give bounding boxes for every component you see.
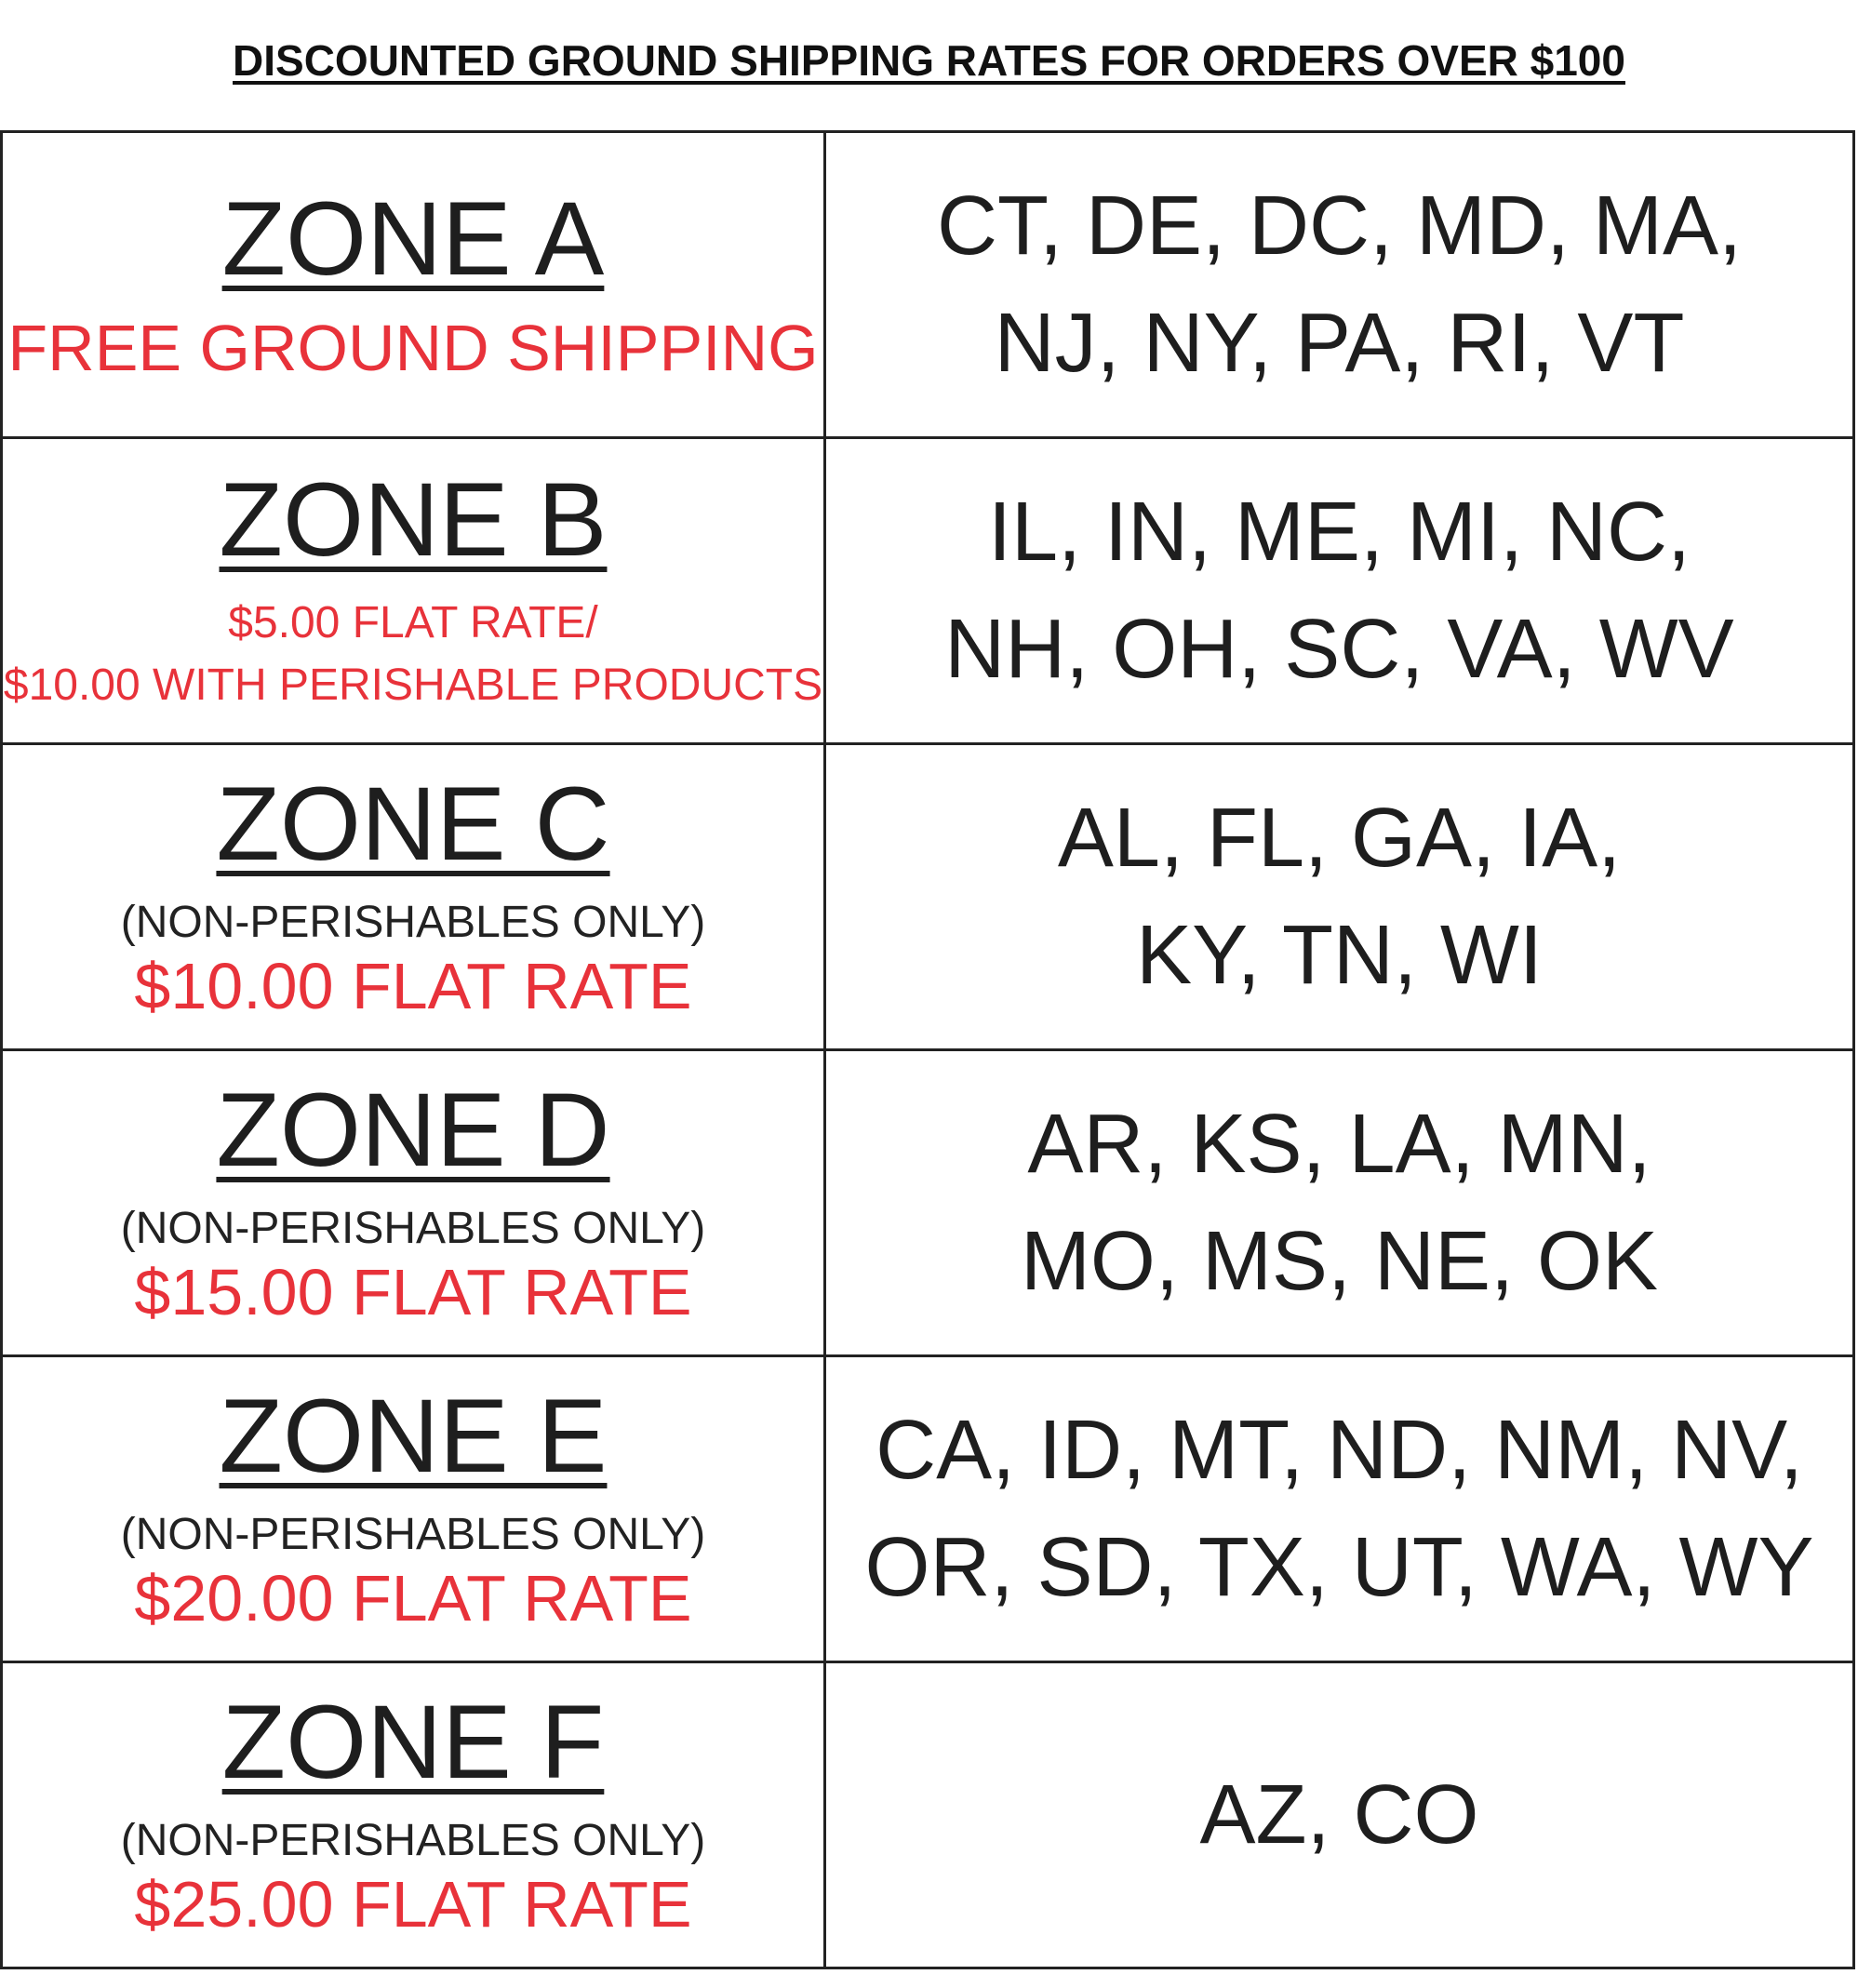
zone-name: ZONE C xyxy=(216,766,610,883)
states: IL, IN, ME, MI, NC, xyxy=(987,486,1691,579)
zone-row: ZONE B $5.00 FLAT RATE/ $10.00 WITH PERISH… xyxy=(0,436,1855,745)
zone-row: ZONE E (NON-PERISHABLES ONLY) $20.00 FLAT … xyxy=(0,1354,1855,1663)
zone-cell: ZONE A FREE GROUND SHIPPING xyxy=(0,130,826,439)
restriction: (NON-PERISHABLES ONLY) xyxy=(120,1203,706,1253)
zone-row: ZONE D (NON-PERISHABLES ONLY) $15.00 FLAT … xyxy=(0,1048,1855,1357)
restriction: (NON-PERISHABLES ONLY) xyxy=(120,1815,706,1865)
restriction: (NON-PERISHABLES ONLY) xyxy=(120,897,706,947)
states: AZ, CO xyxy=(1199,1768,1479,1861)
zone-cell: ZONE B $5.00 FLAT RATE/ $10.00 WITH PERISH… xyxy=(0,436,826,745)
states: NH, OH, SC, VA, WV xyxy=(944,603,1734,696)
zone-cell: ZONE C (NON-PERISHABLES ONLY) $10.00 FLAT … xyxy=(0,742,826,1051)
rate: $10.00 FLAT RATE xyxy=(134,950,692,1023)
states-cell: AR, KS, LA, MN, MO, MS, NE, OK xyxy=(823,1048,1855,1357)
states-cell: CA, ID, MT, ND, NM, NV, OR, SD, TX, UT, W… xyxy=(823,1354,1855,1663)
zone-row: ZONE F (NON-PERISHABLES ONLY) $25.00 FLAT … xyxy=(0,1661,1855,1969)
zone-name: ZONE F xyxy=(221,1684,605,1801)
rate: $25.00 FLAT RATE xyxy=(134,1868,692,1941)
zone-cell: ZONE D (NON-PERISHABLES ONLY) $15.00 FLAT … xyxy=(0,1048,826,1357)
states: CA, ID, MT, ND, NM, NV, xyxy=(876,1404,1803,1497)
zone-name: ZONE E xyxy=(219,1378,608,1495)
states-cell: IL, IN, ME, MI, NC, NH, OH, SC, VA, WV xyxy=(823,436,1855,745)
states-cell: CT, DE, DC, MD, MA, NJ, NY, PA, RI, VT xyxy=(823,130,1855,439)
states: MO, MS, NE, OK xyxy=(1020,1215,1659,1308)
states: KY, TN, WI xyxy=(1136,909,1543,1002)
zone-cell: ZONE E (NON-PERISHABLES ONLY) $20.00 FLAT … xyxy=(0,1354,826,1663)
states: NJ, NY, PA, RI, VT xyxy=(994,297,1685,390)
states: AL, FL, GA, IA, xyxy=(1057,792,1622,885)
zone-row: ZONE A FREE GROUND SHIPPING CT, DE, DC, MD… xyxy=(0,130,1855,439)
states-cell: AZ, CO xyxy=(823,1661,1855,1969)
zone-name: ZONE A xyxy=(221,180,605,297)
states: CT, DE, DC, MD, MA, xyxy=(936,180,1743,273)
states: AR, KS, LA, MN, xyxy=(1027,1098,1651,1191)
rate: $10.00 WITH PERISHABLE PRODUCTS xyxy=(3,660,823,710)
zone-cell: ZONE F (NON-PERISHABLES ONLY) $25.00 FLAT … xyxy=(0,1661,826,1969)
zone-name: ZONE B xyxy=(219,461,608,579)
zone-table: ZONE A FREE GROUND SHIPPING CT, DE, DC, MD… xyxy=(0,130,1855,1969)
restriction: (NON-PERISHABLES ONLY) xyxy=(120,1509,706,1559)
page-title: DISCOUNTED GROUND SHIPPING RATES FOR ORD… xyxy=(233,36,1625,85)
zone-name: ZONE D xyxy=(216,1072,610,1189)
zone-row: ZONE C (NON-PERISHABLES ONLY) $10.00 FLAT … xyxy=(0,742,1855,1051)
rate: $20.00 FLAT RATE xyxy=(134,1562,692,1635)
rate: $15.00 FLAT RATE xyxy=(134,1256,692,1329)
rate: $5.00 FLAT RATE/ xyxy=(228,597,598,647)
states: OR, SD, TX, UT, WA, WY xyxy=(864,1521,1814,1614)
states-cell: AL, FL, GA, IA, KY, TN, WI xyxy=(823,742,1855,1051)
rate: FREE GROUND SHIPPING xyxy=(7,311,819,384)
